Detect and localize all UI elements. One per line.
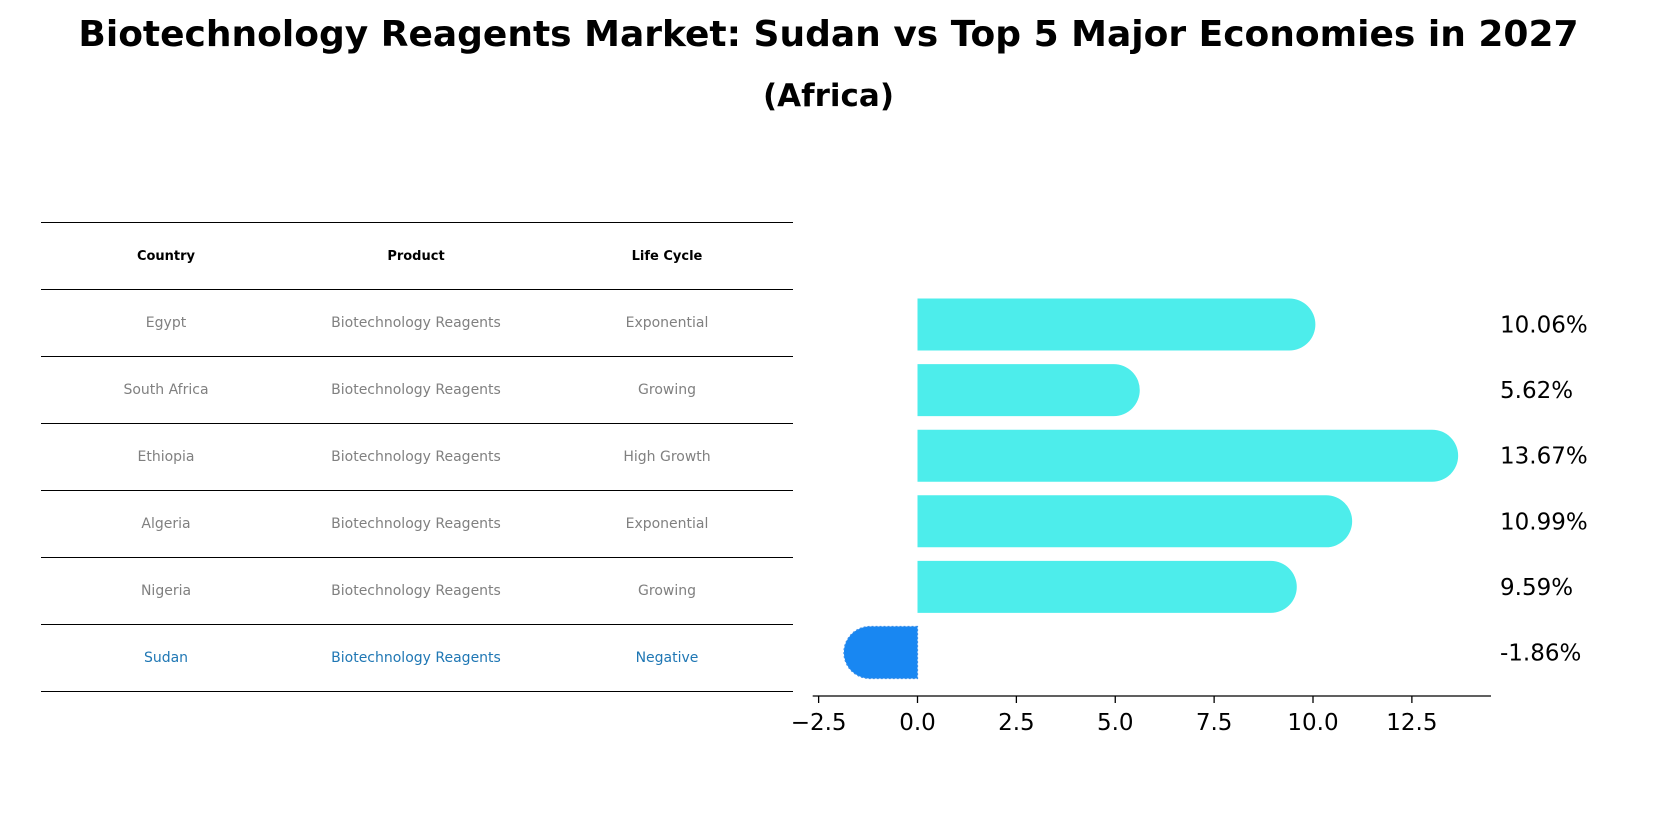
cell-life-cycle: Growing xyxy=(638,583,696,599)
bar-sudan xyxy=(843,625,919,680)
x-tick-label: 10.0 xyxy=(1287,710,1338,736)
cell-life-cycle: Exponential xyxy=(625,315,709,331)
table-row: Algeria Biotechnology Reagents Exponenti… xyxy=(41,490,793,557)
x-tick-label: 5.0 xyxy=(1097,710,1134,736)
bar-egypt xyxy=(917,298,1316,351)
value-label: 10.06% xyxy=(1500,313,1588,339)
table-header-row: Country Product Life Cycle xyxy=(41,222,793,289)
table-row: South Africa Biotechnology Reagents Grow… xyxy=(41,356,793,423)
cell-country: Nigeria xyxy=(140,583,192,599)
header-product: Product xyxy=(387,248,445,264)
cell-country: Algeria xyxy=(141,516,191,532)
header-country: Country xyxy=(136,248,196,264)
bar-algeria xyxy=(917,495,1353,548)
value-label: -1.86% xyxy=(1500,641,1581,667)
bar-ethiopia xyxy=(917,429,1459,482)
table-row: Nigeria Biotechnology Reagents Growing xyxy=(41,557,793,624)
x-tick-label: 0.0 xyxy=(899,710,936,736)
cell-life-cycle: Growing xyxy=(638,382,696,398)
cell-country: Egypt xyxy=(145,315,187,331)
x-tick-label: −2.5 xyxy=(791,710,847,736)
header-life-cycle: Life Cycle xyxy=(631,248,703,264)
bar-nigeria xyxy=(917,560,1297,613)
chart-title: Biotechnology Reagents Market: Sudan vs … xyxy=(78,14,1579,55)
value-label: 10.99% xyxy=(1500,509,1588,535)
x-tick-label: 7.5 xyxy=(1196,710,1233,736)
cell-product: Biotechnology Reagents xyxy=(331,315,501,331)
table-row-highlighted: Sudan Biotechnology Reagents Negative xyxy=(41,624,793,692)
country-table: Country Product Life Cycle Egypt Biotech… xyxy=(41,222,793,692)
chart-subtitle: (Africa) xyxy=(762,78,895,114)
x-tick-label: 2.5 xyxy=(998,710,1035,736)
cell-country: Ethiopia xyxy=(137,449,195,465)
cell-product: Biotechnology Reagents xyxy=(331,449,501,465)
bar-south-africa xyxy=(917,364,1140,417)
cell-product: Biotechnology Reagents xyxy=(331,382,501,398)
cell-product: Biotechnology Reagents xyxy=(331,583,501,599)
table-row: Ethiopia Biotechnology Reagents High Gro… xyxy=(41,423,793,490)
value-label: 13.67% xyxy=(1500,444,1588,470)
value-label: 9.59% xyxy=(1500,575,1573,601)
x-tick-label: 12.5 xyxy=(1386,710,1437,736)
cell-product: Biotechnology Reagents xyxy=(331,516,501,532)
cell-life-cycle: Exponential xyxy=(625,516,709,532)
table-row: Egypt Biotechnology Reagents Exponential xyxy=(41,289,793,356)
cell-country: Sudan xyxy=(143,650,189,666)
cell-product: Biotechnology Reagents xyxy=(331,650,501,666)
cell-life-cycle: High Growth xyxy=(623,449,711,465)
value-label: 5.62% xyxy=(1500,378,1573,404)
cell-life-cycle: Negative xyxy=(635,650,699,666)
cell-country: South Africa xyxy=(123,382,209,398)
